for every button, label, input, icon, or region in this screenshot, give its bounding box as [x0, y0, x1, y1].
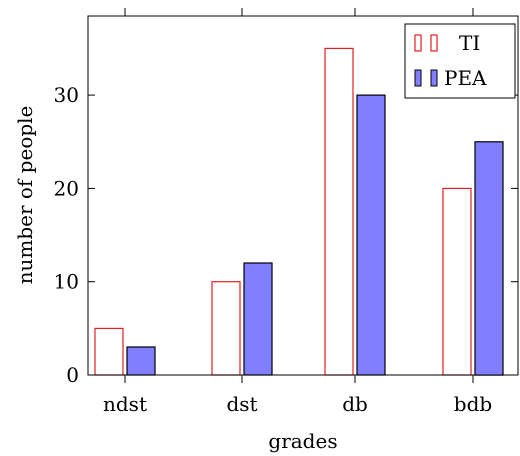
bars-layer: [94, 47, 504, 376]
legend-swatch-ti-2: [430, 34, 438, 52]
legend-label-pea: PEA: [444, 66, 487, 90]
x-tick-label: bdb: [454, 392, 492, 416]
bar-ti-ndst: [94, 327, 124, 376]
y-tick-label: 0: [66, 363, 79, 387]
legend-label-ti: TI: [459, 31, 480, 55]
y-tick-label: 10: [54, 270, 79, 294]
bar-pea-ndst: [126, 346, 156, 376]
y-tick-label: 30: [54, 83, 79, 107]
x-tick-label: db: [342, 392, 368, 416]
bar-ti-db: [324, 47, 354, 376]
x-tick-label: ndst: [103, 392, 147, 416]
y-axis-label: number of people: [13, 106, 37, 285]
x-axis-label: grades: [268, 429, 337, 453]
x-tick-label: dst: [226, 392, 257, 416]
bar-pea-db: [356, 94, 386, 376]
bar-ti-dst: [211, 281, 241, 376]
bar-ti-bdb: [442, 187, 472, 376]
legend-swatch-pea-2: [430, 69, 438, 87]
legend-box: [404, 23, 516, 99]
y-tick-label: 20: [54, 176, 79, 200]
bar-pea-bdb: [474, 141, 504, 376]
ticks-layer: ndst dst db bdb 0 10 20 30: [54, 8, 518, 416]
legend: TI PEA: [404, 23, 516, 99]
plot-frame: [87, 15, 519, 376]
legend-swatch-ti-1: [414, 34, 422, 52]
bar-pea-dst: [243, 262, 273, 376]
legend-swatch-pea-1: [414, 69, 422, 87]
